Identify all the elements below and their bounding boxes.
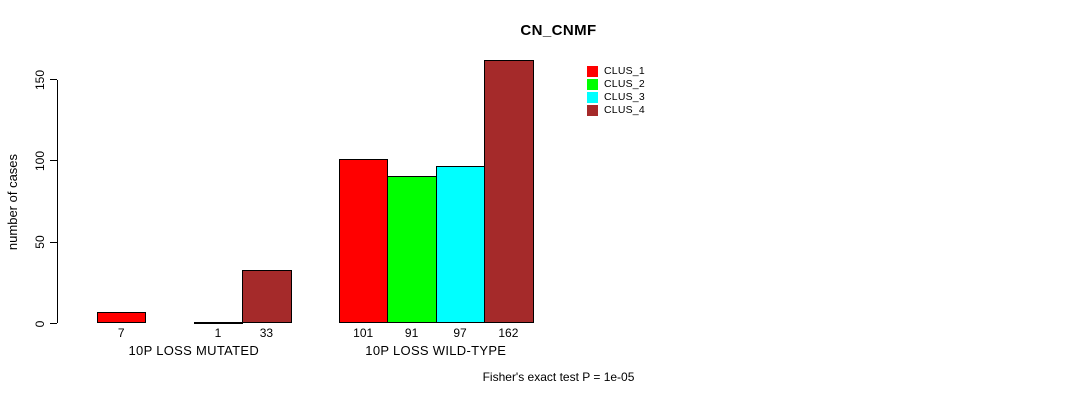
x-group-label: 10P LOSS MUTATED [128, 343, 260, 358]
bar-clus_4-group-0 [242, 269, 292, 324]
bar-value-label: 97 [453, 326, 467, 340]
legend-swatch-clus_2 [587, 79, 598, 90]
bar-value-label: 33 [259, 326, 274, 340]
bar-clus_1-group-0 [97, 312, 147, 324]
y-axis-tick [50, 160, 57, 162]
y-axis-line [57, 79, 58, 324]
bar-clus_1-group-1 [339, 159, 389, 324]
y-axis-tick [50, 79, 57, 81]
y-axis-tick-label: 0 [33, 320, 47, 327]
bar-value-label: 91 [404, 326, 419, 340]
bar-clus_3-group-1 [435, 165, 486, 324]
y-axis-tick [50, 323, 57, 324]
legend-label-clus_4: CLUS_4 [604, 104, 645, 116]
bar-clus_2-group-1 [387, 175, 437, 324]
y-axis-tick-label: 150 [33, 69, 47, 90]
legend-label-clus_1: CLUS_1 [604, 65, 645, 77]
legend-swatch-clus_3 [587, 92, 598, 103]
fisher-test-footnote: Fisher's exact test P = 1e-05 [482, 370, 635, 384]
legend-label-clus_3: CLUS_3 [604, 91, 645, 103]
bar-value-label: 7 [117, 326, 125, 340]
legend-label-clus_2: CLUS_2 [604, 78, 645, 90]
legend-swatch-clus_4 [587, 105, 598, 116]
chart-title: CN_CNMF [520, 22, 597, 39]
bar-clus_3-group-0 [193, 321, 244, 324]
x-group-label: 10P LOSS WILD-TYPE [365, 343, 507, 358]
bar-clus_4-group-1 [484, 60, 534, 324]
y-axis-tick-label: 50 [33, 235, 47, 249]
y-axis-tick-label: 100 [33, 150, 47, 171]
bar-value-label: 162 [498, 326, 519, 340]
bar-value-label: 1 [214, 326, 222, 340]
y-axis-tick [50, 241, 57, 243]
legend-swatch-clus_1 [587, 66, 598, 77]
bar-value-label: 101 [353, 326, 374, 340]
